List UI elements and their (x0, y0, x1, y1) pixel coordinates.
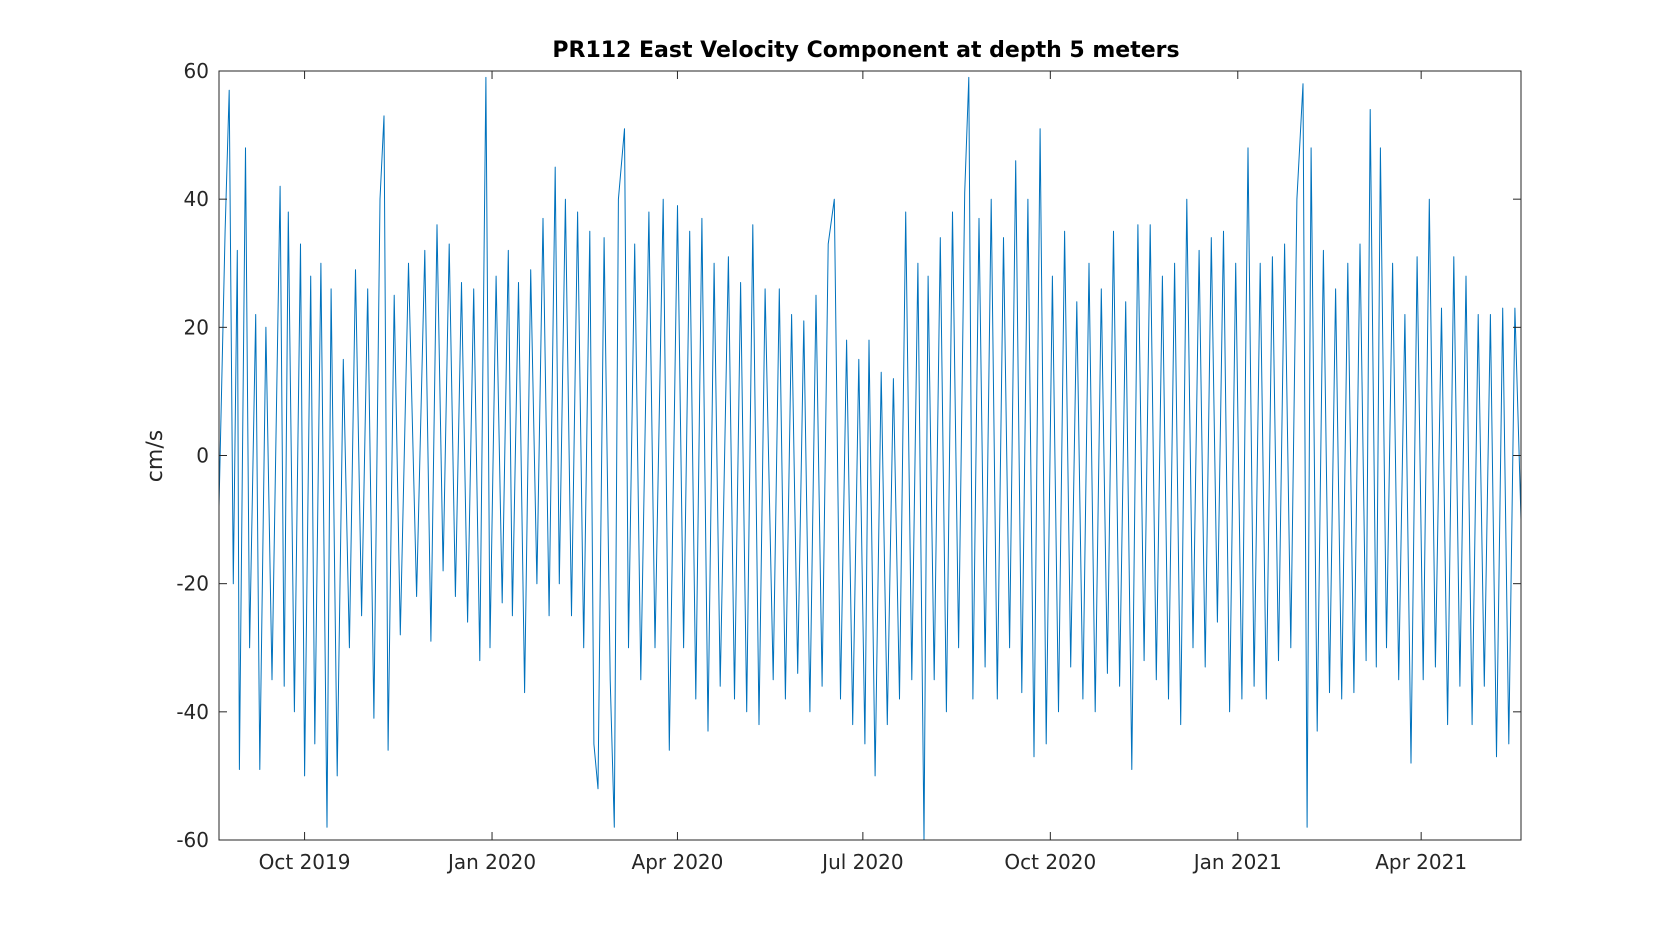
y-tick-label: 20 (184, 315, 209, 339)
y-axis-label: cm/s (143, 430, 168, 482)
series-layer (219, 76, 1521, 840)
y-tick-label: 40 (184, 187, 209, 211)
x-tick-label: Oct 2020 (1004, 850, 1096, 874)
y-tick-label: -60 (176, 828, 209, 852)
x-tick-label: Jan 2021 (1192, 850, 1282, 874)
y-tick-label: 60 (184, 59, 209, 83)
series-line (219, 76, 1521, 840)
axes-box (218, 70, 1522, 841)
y-tick-label: -20 (176, 572, 209, 596)
x-tick-label: Apr 2020 (632, 850, 724, 874)
y-tick-label: -40 (176, 700, 209, 724)
y-tick-label: 0 (196, 444, 209, 468)
x-tick-label: Apr 2021 (1375, 850, 1467, 874)
x-tick-label: Oct 2019 (259, 850, 351, 874)
x-tick-label: Jan 2020 (446, 850, 536, 874)
x-tick-label: Jul 2020 (820, 850, 903, 874)
ticks-layer: -60 -40 -20 0 20 40 60 Oct 2019 Jan 2020 Apr 2020… (176, 59, 1521, 874)
chart-title: PR112 East Velocity Component at depth 5… (552, 38, 1179, 63)
